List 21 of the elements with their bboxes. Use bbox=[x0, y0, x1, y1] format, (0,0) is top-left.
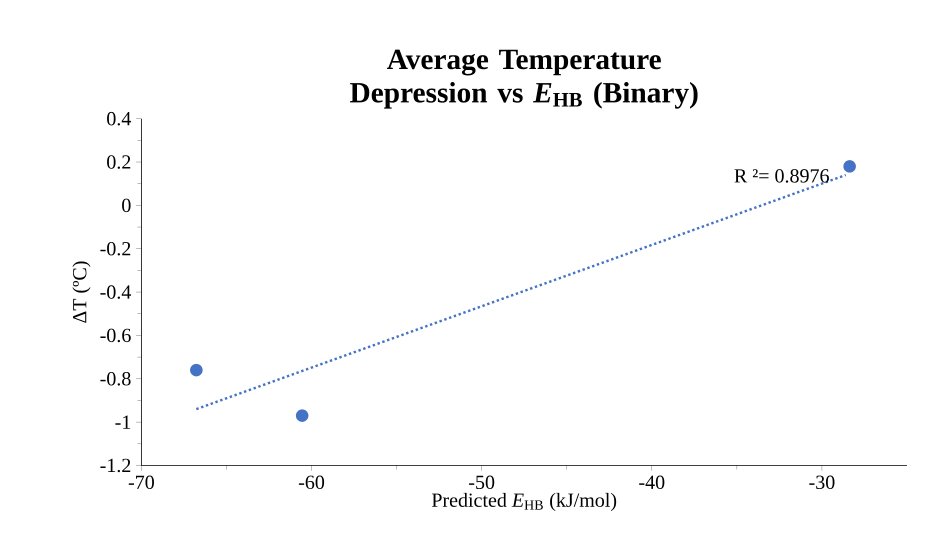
x-axis-title: Predicted E$_{HB}$ (kJ/mol) bbox=[432, 492, 616, 511]
y-tick-label: 0 bbox=[122, 198, 131, 212]
x-tick-label: -60 bbox=[298, 475, 324, 489]
x-tick-label: -50 bbox=[469, 475, 494, 489]
x-tick-label: -30 bbox=[809, 475, 834, 489]
y-tick-label: -1 bbox=[115, 415, 130, 429]
y-tick-label: -0.4 bbox=[100, 285, 132, 299]
annotation: R ²= 0.8976 bbox=[734, 169, 829, 183]
y-tick-label: -0.8 bbox=[100, 372, 131, 386]
y-tick-label: 0.4 bbox=[107, 112, 132, 126]
y-tick-label: -0.2 bbox=[100, 242, 130, 256]
chart-title: Average Temperature Depression vs E$_{HB}$ (Binary) bbox=[350, 50, 698, 109]
point bbox=[296, 409, 308, 422]
y-axis-title: ΔT (ºC) bbox=[72, 261, 91, 323]
point bbox=[190, 364, 203, 376]
x-tick-label: -40 bbox=[639, 475, 664, 489]
y-tick-label: 0.2 bbox=[107, 155, 130, 169]
point bbox=[843, 160, 856, 173]
x-tick-label: -70 bbox=[128, 475, 154, 489]
y-tick-label: -0.6 bbox=[100, 328, 131, 342]
y-tick-label: -1.2 bbox=[100, 458, 130, 472]
